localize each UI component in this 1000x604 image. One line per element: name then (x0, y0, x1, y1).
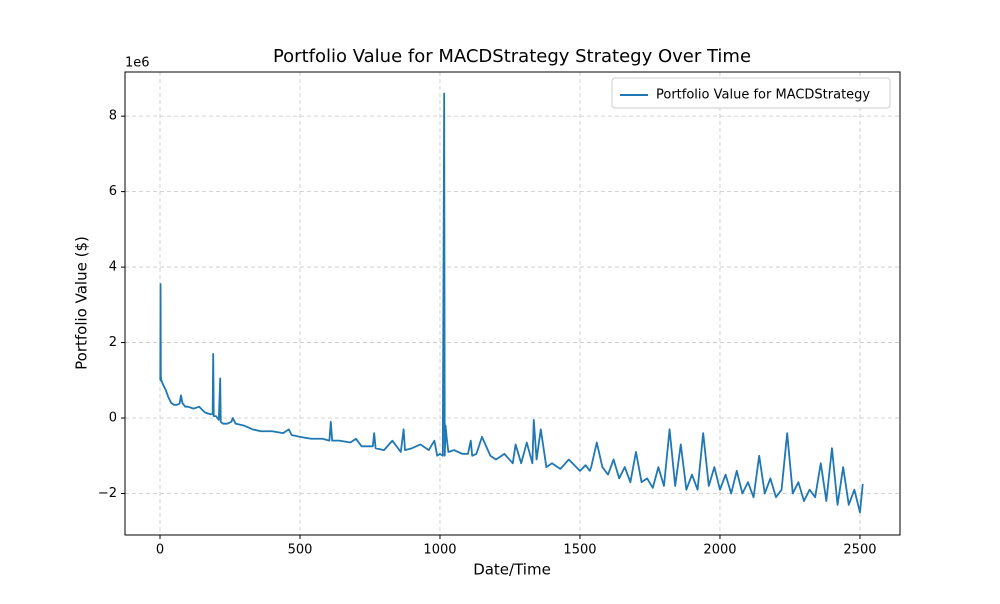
x-tick-label: 0 (156, 543, 164, 558)
x-tick-label: 2500 (843, 543, 876, 558)
y-tick-label: 6 (109, 184, 117, 199)
x-tick-label: 500 (288, 543, 313, 558)
chart-title: Portfolio Value for MACDStrategy Strateg… (273, 46, 751, 67)
y-tick-label: −2 (98, 486, 117, 501)
plot-frame (124, 71, 901, 536)
y-axis-label: Portfolio Value ($) (73, 236, 91, 370)
y-tick-label: 4 (109, 260, 117, 275)
y-offset-label: 1e6 (125, 56, 150, 71)
y-tick-label: 8 (109, 109, 117, 124)
x-tick-label: 1000 (423, 543, 456, 558)
x-axis-label: Date/Time (473, 561, 551, 579)
y-tick-label: 0 (109, 411, 117, 426)
x-tick-label: 2000 (703, 543, 736, 558)
x-tick-label: 1500 (563, 543, 596, 558)
legend-box (611, 77, 891, 109)
legend-label: Portfolio Value for MACDStrategy (656, 88, 870, 103)
data-line (159, 92, 864, 514)
y-tick-label: 2 (109, 335, 117, 350)
